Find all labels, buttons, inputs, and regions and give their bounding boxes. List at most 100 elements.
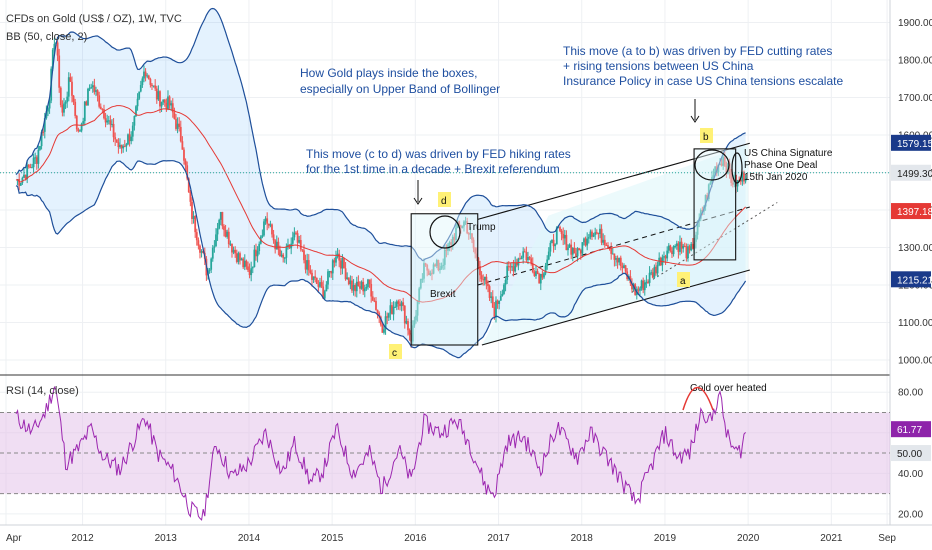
deal-note-line2: Phase One Deal	[744, 160, 817, 171]
candle-body	[115, 139, 118, 143]
candle-body	[32, 157, 35, 168]
candle-body	[451, 236, 454, 246]
rsi-badge	[891, 421, 931, 438]
bb-upper-line	[15, 7, 746, 262]
candle-body	[216, 228, 219, 235]
candle-body	[141, 78, 144, 86]
candle-body	[599, 228, 601, 234]
candle-body	[527, 257, 529, 261]
candle-body	[248, 270, 251, 276]
price-tick-label: 1000.00	[898, 356, 932, 367]
candle-body	[547, 251, 550, 260]
candle-body	[275, 241, 278, 250]
candle-body	[37, 149, 40, 164]
candle-body	[387, 313, 390, 318]
candle-body	[266, 218, 269, 224]
bb-lower-line	[15, 160, 747, 359]
candle-body	[618, 257, 621, 263]
price-badges: 1579.15 1499.30 1397.18 1215.21	[891, 134, 932, 288]
candle-body	[210, 258, 213, 270]
candle-body	[363, 288, 366, 292]
candle-body	[474, 248, 477, 254]
candle-body	[623, 265, 625, 269]
time-axis: Apr 2012 2013 2014 2015 2016 2017 2018 2019 2020 2…	[6, 533, 896, 544]
candle-body	[296, 233, 299, 243]
candle-body	[520, 257, 523, 259]
candle-body	[95, 90, 97, 92]
candle-body	[602, 239, 605, 243]
candle-body	[127, 134, 129, 145]
candle-body	[607, 245, 609, 248]
price-badge	[891, 134, 931, 151]
boxes-note-line2: especially on Upper Band of Bollinger	[300, 82, 500, 96]
price-tick-label: 1700.00	[898, 93, 932, 104]
candle-body	[568, 244, 571, 248]
candle-body	[315, 277, 318, 285]
candle-body	[111, 123, 113, 125]
candle-body	[624, 265, 627, 272]
candle-body	[128, 134, 131, 142]
price-tick-label: 1100.00	[898, 318, 932, 329]
candle-body	[175, 118, 177, 129]
candle-body	[221, 211, 224, 227]
candle-body	[63, 103, 65, 113]
candle-body	[717, 164, 720, 173]
candle-body	[471, 233, 473, 240]
candle-body	[303, 250, 305, 261]
candle-body	[229, 243, 232, 245]
candle-body	[136, 98, 139, 107]
candle-body	[541, 273, 544, 278]
candle-body	[232, 249, 235, 253]
candle-body	[731, 182, 734, 185]
candle-body	[226, 231, 229, 237]
candle-body	[402, 302, 405, 306]
candle-body	[600, 228, 603, 243]
candle-body	[450, 242, 453, 246]
candle-body	[423, 263, 425, 279]
candle-body	[131, 125, 134, 137]
time-tick-label: 2019	[654, 533, 677, 544]
candle-body	[615, 258, 617, 260]
rsi-tick-label: 80.00	[898, 388, 923, 399]
candle-body	[589, 231, 592, 238]
candle-body	[720, 163, 723, 166]
candle-body	[264, 218, 267, 222]
candle-body	[375, 301, 377, 310]
candle-body	[397, 301, 400, 304]
candle-body	[688, 246, 691, 251]
candle-body	[536, 271, 539, 275]
price-tick-label: 1900.00	[898, 18, 932, 29]
candle-body	[546, 259, 549, 266]
candle-body	[448, 242, 451, 245]
candle-body	[149, 78, 152, 85]
candle-body	[666, 250, 669, 259]
candle-body	[437, 260, 440, 271]
candle-body	[426, 265, 429, 271]
candle-body	[576, 248, 579, 257]
candle-body	[227, 231, 230, 245]
candle-body	[258, 243, 261, 252]
svg-text:c: c	[392, 348, 397, 359]
bb-indicator-label: BB (50, close, 2)	[6, 31, 87, 43]
candle-body	[674, 245, 677, 247]
candle-body	[112, 123, 115, 138]
time-tick-label: 2017	[487, 533, 510, 544]
candle-body	[469, 233, 472, 235]
candle-body	[144, 71, 147, 77]
candle-body	[386, 316, 389, 318]
candle-body	[23, 174, 25, 178]
candle-body	[647, 281, 649, 283]
candle-body	[139, 85, 142, 92]
price-badge-label: 1579.15	[897, 139, 932, 150]
brexit-label: Brexit	[430, 289, 456, 300]
candle-body	[453, 236, 456, 241]
candle-body	[667, 245, 670, 251]
candle-body	[123, 146, 126, 148]
candle-body	[179, 126, 182, 142]
candle-body	[245, 260, 248, 267]
candle-body	[714, 166, 717, 176]
rsi-badge-label: 50.00	[897, 449, 922, 460]
candle-body	[319, 282, 321, 287]
